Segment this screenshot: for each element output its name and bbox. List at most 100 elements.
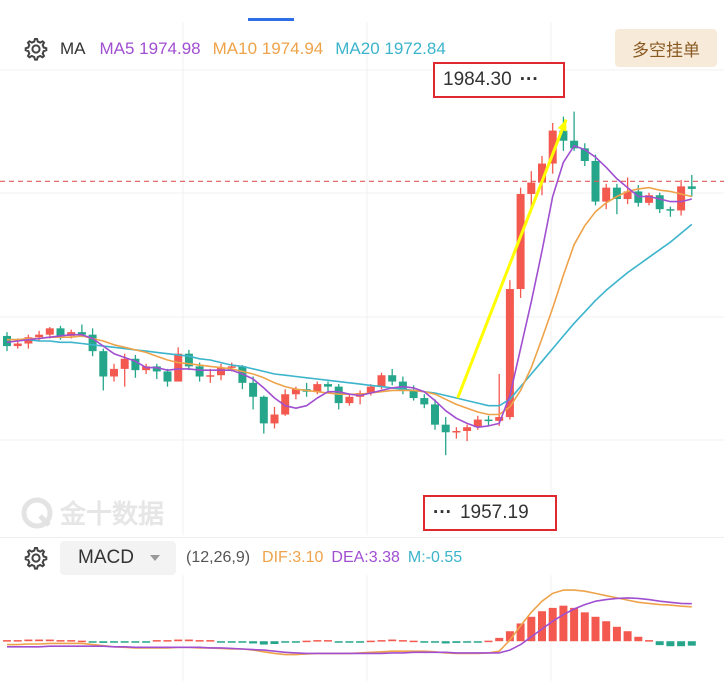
candle-body [313, 384, 322, 392]
macd-bar [77, 640, 86, 643]
candle-body [152, 366, 161, 372]
tab-bar [0, 0, 724, 22]
low-price-box: ··· 1957.19 [423, 495, 557, 531]
candle-body [677, 186, 686, 211]
candle-body [602, 187, 611, 202]
candle-body [623, 191, 632, 200]
candle-body [687, 186, 696, 189]
macd-bar [163, 640, 172, 642]
candle-body [388, 375, 397, 382]
macd-bar [120, 641, 129, 643]
candle-body [527, 182, 536, 194]
indicator-select[interactable]: MACD [60, 541, 176, 575]
macd-bar [602, 621, 611, 642]
ma10-line [7, 186, 692, 416]
indicator-label[interactable]: MA [60, 39, 86, 58]
candle-body [612, 187, 621, 200]
macd-bar [313, 640, 322, 642]
macd-bar [56, 640, 65, 642]
candle-body [206, 375, 215, 377]
macd-bar [452, 641, 461, 643]
candle-body [505, 289, 514, 418]
macd-bar [13, 640, 22, 642]
long-short-orders-button[interactable]: 多空挂单 [615, 29, 717, 67]
candle-body [131, 358, 140, 371]
candle-body [366, 386, 375, 393]
candle-body [484, 419, 493, 422]
panel-divider [0, 537, 724, 538]
candle-body [345, 396, 354, 404]
ma-header: MA MA5 1974.98 MA10 1974.94 MA20 1972.84 [22, 36, 446, 62]
more-dots-icon: ··· [519, 69, 539, 90]
candle-body [516, 193, 525, 290]
high-price-label: 1984.30 [443, 69, 512, 90]
gear-icon[interactable] [22, 545, 48, 571]
macd-params: (12,26,9) [186, 549, 251, 566]
candle-body [473, 419, 482, 428]
dif-value: DIF:3.10 [262, 549, 324, 566]
m-value: M:-0.55 [407, 549, 463, 566]
ma5-value: MA5 1974.98 [99, 39, 201, 58]
macd-bar [249, 641, 258, 644]
macd-bar [580, 612, 589, 642]
macd-bar [174, 639, 183, 642]
candle-body [645, 195, 653, 203]
candle-body [259, 396, 268, 424]
macd-bar [409, 640, 418, 643]
candle-body [120, 358, 129, 369]
macd-bar [505, 631, 514, 642]
ma10-value: MA10 1974.94 [212, 39, 324, 58]
macd-bar [431, 641, 439, 643]
macd-bar [516, 623, 525, 642]
macd-bar [548, 607, 557, 642]
ma20-value: MA20 1972.84 [335, 39, 446, 58]
candle-body [548, 130, 557, 164]
candle-body [99, 351, 108, 377]
macd-bar [388, 639, 397, 642]
macd-grid [182, 575, 552, 681]
macd-bar [687, 641, 696, 646]
ma20-line [7, 223, 693, 407]
macd-bar [559, 605, 568, 642]
macd-bar [281, 641, 290, 643]
ma-lines [6, 145, 693, 429]
macd-bar [356, 641, 365, 643]
macd-bar [377, 640, 386, 642]
macd-bar [259, 641, 268, 645]
candle-body [409, 390, 418, 399]
overlays [0, 119, 724, 399]
candle-body [324, 384, 332, 387]
macd-bar [3, 640, 11, 642]
macd-bar [495, 637, 504, 642]
macd-bar [420, 641, 429, 643]
candle-body [184, 353, 193, 367]
macd-bar [142, 641, 151, 643]
candle-body [195, 366, 204, 377]
macd-bar [270, 641, 279, 644]
watermark: 金十数据 [20, 494, 164, 531]
macd-bar [473, 641, 482, 643]
macd-bar [345, 641, 354, 643]
macd-bar [666, 641, 675, 647]
candle-body [3, 335, 11, 347]
macd-bar [99, 641, 108, 643]
active-tab-indicator[interactable] [248, 18, 294, 21]
candle-body [270, 414, 279, 424]
macd-bar [217, 641, 225, 643]
macd-bar [645, 640, 653, 642]
macd-lines [7, 589, 692, 656]
macd-bar [634, 636, 643, 642]
low-price-label: 1957.19 [459, 502, 529, 523]
macd-bar [88, 641, 97, 643]
macd-bar [484, 640, 493, 643]
macd-bar [538, 611, 546, 642]
candles [3, 111, 696, 456]
gear-icon[interactable] [22, 36, 48, 62]
macd-chart[interactable] [0, 575, 724, 681]
macd-bar [302, 640, 311, 643]
candle-body [77, 332, 86, 335]
macd-bar [195, 640, 204, 642]
candle-body [452, 431, 461, 433]
candlestick-chart[interactable] [0, 0, 724, 535]
ma5-line [6, 145, 692, 429]
